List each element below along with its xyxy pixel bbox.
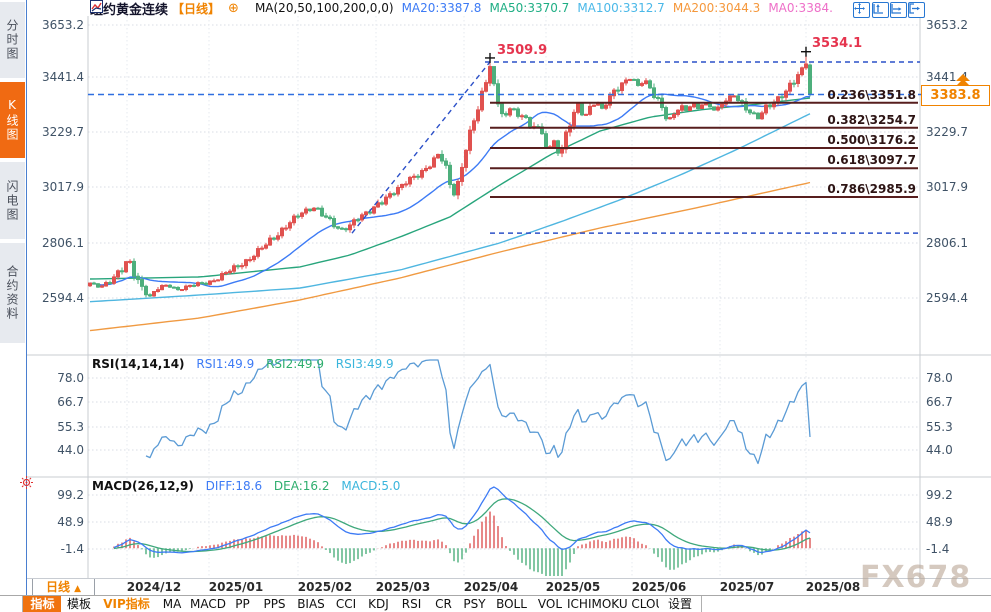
axis-tick: 3441.4 <box>42 70 84 84</box>
ma50-value: MA50:3370.7 <box>489 1 570 15</box>
axis-tick: 55.3 <box>926 420 953 434</box>
axis-tick: 66.7 <box>57 395 84 409</box>
macd-title: MACD(26,12,9) <box>92 479 194 493</box>
ma0-value: MA0:3384. <box>768 1 833 15</box>
indicator-toolbar: 指标 模板 VIP指标 MA MACD PP PPS BIAS CCI KDJ RSI CR PSY BO… <box>0 595 991 612</box>
rsi2-value: RSI2:49.9 <box>266 357 324 371</box>
rsi3-value: RSI3:49.9 <box>335 357 394 371</box>
month-label: 2024/12 <box>126 580 182 594</box>
month-label: 2025/04 <box>463 580 519 594</box>
toolbar-button-PP[interactable]: PP <box>228 596 258 612</box>
axis-tick: 3017.9 <box>926 180 968 194</box>
sidebar-tab-2[interactable]: 闪电图 <box>0 162 25 239</box>
rsi-legend: RSI(14,14,14) RSI1:49.9 RSI2:49.9 RSI3:4… <box>92 357 394 371</box>
recent-high-label: 3534.1 <box>812 36 863 51</box>
month-label: 2025/03 <box>375 580 431 594</box>
toolbar-button-VOL[interactable]: VOL <box>533 596 568 612</box>
price-up-arrow-icon <box>956 74 970 86</box>
axis-tick: 2806.1 <box>926 236 968 250</box>
month-label: 2025/08 <box>805 580 861 594</box>
axis-tick: 3229.7 <box>926 125 968 139</box>
axis-tick: 99.2 <box>57 488 84 502</box>
axis-tick: 3653.2 <box>926 18 968 32</box>
macd-value: MACD:5.0 <box>341 479 401 493</box>
month-label: 2025/07 <box>719 580 775 594</box>
fib-label: 0.382\3254.7 <box>827 112 916 127</box>
period-label: 日线 <box>45 580 70 594</box>
month-label: 2025/01 <box>208 580 264 594</box>
toolbar-button-PPS[interactable]: PPS <box>257 596 293 612</box>
toolbar-button-设置[interactable]: 设置 <box>659 596 702 612</box>
axis-tick: 3229.7 <box>42 125 84 139</box>
diff-value: DIFF:18.6 <box>205 479 263 493</box>
axis-tick: 2594.4 <box>42 291 84 305</box>
last-price-badge: 3383.8 <box>921 85 990 106</box>
sidebar-tab-3[interactable]: 合约资料 <box>0 243 25 343</box>
fib-label: 0.786\2985.9 <box>827 182 916 197</box>
pan-icon[interactable] <box>853 2 870 18</box>
ma20-value: MA20:3387.8 <box>401 1 482 15</box>
rsi-title: RSI(14,14,14) <box>92 357 185 371</box>
axis-tick: 44.0 <box>57 443 84 457</box>
axis-tick: 3653.2 <box>42 18 84 32</box>
x-axis-row: 日线 ▲ 2024/12 2025/01 2025/02 2025/03 2025/04… <box>27 578 991 596</box>
period-selector[interactable]: 日线 ▲ <box>32 579 95 596</box>
toolbar-button-MACD[interactable]: MACD <box>188 596 229 612</box>
toolbar-button-PSY[interactable]: PSY <box>459 596 491 612</box>
fib-label: 0.236\3351.8 <box>827 87 916 102</box>
fib-label: 0.618\3097.7 <box>827 153 916 168</box>
period-up-triangle-icon: ▲ <box>74 584 82 594</box>
axis-tick: -1.4 <box>60 542 84 556</box>
watermark: FX678 <box>860 560 972 595</box>
dea-value: DEA:16.2 <box>273 479 330 493</box>
axis-tick: 78.0 <box>57 371 84 385</box>
left-sidebar: 分时图 K线图闪电图合约资料 <box>0 0 27 595</box>
axis-tick: 48.9 <box>926 515 953 529</box>
symbol-name: 纽约黄金连续 <box>90 2 169 18</box>
axis-tick: 2806.1 <box>42 236 84 250</box>
axis-tick: 78.0 <box>926 371 953 385</box>
axis-tick: 99.2 <box>926 488 953 502</box>
sidebar-tab-0[interactable]: 分时图 <box>0 2 25 78</box>
ma200-value: MA200:3044.3 <box>672 1 761 15</box>
axis-tick: 2594.4 <box>926 291 968 305</box>
axis-tick: 55.3 <box>57 420 84 434</box>
macd-legend: MACD(26,12,9) DIFF:18.6 DEA:16.2 MACD:5.… <box>92 479 400 493</box>
toolbar-button-VIP指标[interactable]: VIP指标 <box>97 596 157 612</box>
axis-tick: 44.0 <box>926 443 953 457</box>
toolbar-button-MA[interactable]: MA <box>156 596 189 612</box>
fit-x-icon[interactable] <box>890 2 907 18</box>
toolbar-button-BOLL[interactable]: BOLL <box>490 596 534 612</box>
toolbar-button-模板[interactable]: 模板 <box>61 596 98 612</box>
fit-y-icon[interactable] <box>872 2 889 18</box>
month-label: 2025/02 <box>297 580 353 594</box>
rsi1-value: RSI1:49.9 <box>196 357 255 371</box>
toolbar-button-KDJ[interactable]: KDJ <box>362 596 396 612</box>
axis-tick: 48.9 <box>57 515 84 529</box>
toolbar-button-ICHIMOKU CLOUD[interactable]: ICHIMOKU CLOUD <box>567 596 660 612</box>
axis-tick: 3017.9 <box>42 180 84 194</box>
period-tag: 【日线】 <box>172 1 221 16</box>
chart-header: 纽约黄金连续 【日线】 ⊕ MA(20,50,100,200,0,0) MA20… <box>90 0 833 18</box>
exit-icon[interactable] <box>908 2 925 18</box>
circle-plus-icon[interactable]: ⊕ <box>228 0 239 16</box>
axis-tick: -1.4 <box>926 542 950 556</box>
toolbar-button-RSI[interactable]: RSI <box>395 596 429 612</box>
sidebar-tab-1[interactable]: K线图 <box>0 82 25 158</box>
axis-tick: 66.7 <box>926 395 953 409</box>
month-label: 2025/05 <box>545 580 601 594</box>
swing-high-label: 3509.9 <box>497 43 548 58</box>
toolbar-button-指标[interactable]: 指标 <box>22 596 63 612</box>
toolbar-button-BIAS[interactable]: BIAS <box>292 596 331 612</box>
fib-label: 0.500\3176.2 <box>827 132 916 147</box>
ma-settings: MA(20,50,100,200,0,0) <box>254 1 394 15</box>
month-label: 2025/06 <box>631 580 687 594</box>
toolbar-button-CCI[interactable]: CCI <box>330 596 363 612</box>
toolbar-button-CR[interactable]: CR <box>428 596 460 612</box>
indicator-settings-icon[interactable] <box>20 476 33 489</box>
ma100-value: MA100:3312.7 <box>577 1 665 15</box>
